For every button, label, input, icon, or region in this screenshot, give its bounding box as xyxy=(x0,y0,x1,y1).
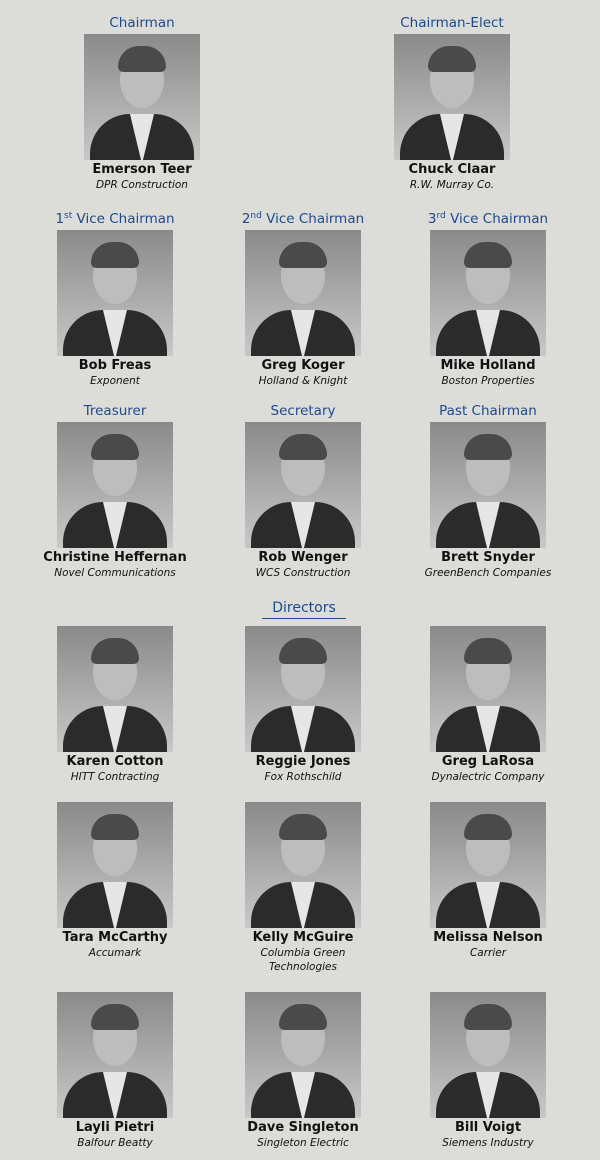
director-card: Tara McCarthy Accumark xyxy=(25,800,205,960)
person-name: Karen Cotton xyxy=(66,754,164,769)
company-name: R.W. Murray Co. xyxy=(409,179,495,191)
person-name: Dave Singleton xyxy=(247,1120,359,1135)
officer-card: 2nd Vice Chairman Greg Koger Holland & Kni… xyxy=(213,210,393,388)
director-card: Reggie Jones Fox Rothschild xyxy=(213,624,393,784)
officer-card: Chairman-Elect Chuck Claar R.W. Murray Co. xyxy=(362,14,542,192)
portrait-photo xyxy=(57,230,173,356)
portrait-photo xyxy=(245,230,361,356)
director-card: Bill Voigt Siemens Industry xyxy=(398,990,578,1150)
company-name: WCS Construction xyxy=(255,567,351,579)
company-name: Singleton Electric xyxy=(257,1137,349,1149)
portrait-photo xyxy=(394,34,510,160)
portrait-photo xyxy=(84,34,200,160)
person-name: Greg Koger xyxy=(261,358,345,373)
portrait-photo xyxy=(245,626,361,752)
company-name: Siemens Industry xyxy=(442,1137,534,1149)
person-name: Layli Pietri xyxy=(75,1120,155,1135)
person-name: Chuck Claar xyxy=(408,162,496,177)
officer-role: Secretary xyxy=(270,403,336,419)
officer-card: Chairman Emerson Teer DPR Construction xyxy=(52,14,232,192)
company-name: Accumark xyxy=(88,947,142,959)
portrait-photo xyxy=(57,992,173,1118)
director-card: Karen Cotton HITT Contracting xyxy=(25,624,205,784)
director-card: Melissa Nelson Carrier xyxy=(398,800,578,960)
company-name: Holland & Knight xyxy=(258,375,348,387)
company-name: DPR Construction xyxy=(96,179,188,191)
portrait-photo xyxy=(245,422,361,548)
company-name: Exponent xyxy=(90,375,140,387)
company-name: Balfour Beatty xyxy=(77,1137,153,1149)
officer-role: 3rd Vice Chairman xyxy=(427,211,549,227)
portrait-photo xyxy=(430,802,546,928)
company-name: Boston Properties xyxy=(441,375,535,387)
person-name: Tara McCarthy xyxy=(62,930,168,945)
director-card: Layli Pietri Balfour Beatty xyxy=(25,990,205,1150)
director-card: Kelly McGuire Columbia Green Technologies xyxy=(213,800,393,974)
portrait-photo xyxy=(430,230,546,356)
officer-card: 1st Vice Chairman Bob Freas Exponent xyxy=(25,210,205,388)
director-card: Greg LaRosa Dynalectric Company xyxy=(398,624,578,784)
officer-card: Secretary Rob Wenger WCS Construction xyxy=(213,402,393,580)
director-card: Dave Singleton Singleton Electric xyxy=(213,990,393,1150)
person-name: Greg LaRosa xyxy=(441,754,535,769)
company-name: Carrier xyxy=(469,947,507,959)
officer-role: 1st Vice Chairman xyxy=(55,211,175,227)
portrait-photo xyxy=(57,422,173,548)
officer-role: Chairman-Elect xyxy=(400,15,504,31)
person-name: Bob Freas xyxy=(78,358,152,373)
company-name: Dynalectric Company xyxy=(431,771,545,783)
person-name: Christine Heffernan xyxy=(43,550,187,565)
person-name: Reggie Jones xyxy=(255,754,351,769)
person-name: Emerson Teer xyxy=(92,162,192,177)
portrait-photo xyxy=(245,992,361,1118)
portrait-photo xyxy=(245,802,361,928)
company-name: HITT Contracting xyxy=(70,771,160,783)
person-name: Rob Wenger xyxy=(258,550,348,565)
portrait-photo xyxy=(57,802,173,928)
directors-heading: Directors xyxy=(262,598,346,619)
portrait-photo xyxy=(430,626,546,752)
portrait-photo xyxy=(430,992,546,1118)
portrait-photo xyxy=(57,626,173,752)
officer-card: 3rd Vice Chairman Mike Holland Boston Prop… xyxy=(398,210,578,388)
portrait-photo xyxy=(430,422,546,548)
officer-role: Chairman xyxy=(109,15,175,31)
company-name: GreenBench Companies xyxy=(424,567,552,579)
company-name: Fox Rothschild xyxy=(264,771,342,783)
person-name: Kelly McGuire xyxy=(252,930,354,945)
person-name: Mike Holland xyxy=(440,358,536,373)
officer-role: Past Chairman xyxy=(439,403,537,419)
officer-role: 2nd Vice Chairman xyxy=(241,211,365,227)
company-name: Novel Communications xyxy=(54,567,176,579)
company-name: Columbia Green Technologies xyxy=(260,947,346,973)
person-name: Bill Voigt xyxy=(454,1120,522,1135)
officer-card: Past Chairman Brett Snyder GreenBench Comp… xyxy=(398,402,578,580)
officer-role: Treasurer xyxy=(83,403,147,419)
officer-card: Treasurer Christine Heffernan Novel Commun… xyxy=(25,402,205,580)
person-name: Brett Snyder xyxy=(441,550,535,565)
person-name: Melissa Nelson xyxy=(433,930,543,945)
